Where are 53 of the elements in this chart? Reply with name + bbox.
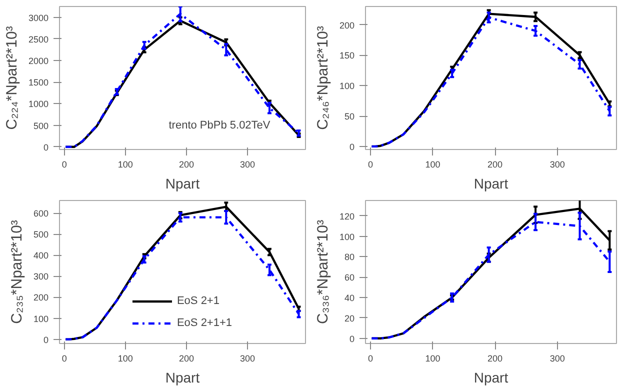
y-tick-label: 100	[339, 81, 355, 92]
x-axis-title: Npart	[165, 176, 200, 192]
y-axis-title: C₂₂₄*Npart²*10³	[3, 26, 20, 130]
y-tick-label: 300	[33, 272, 49, 282]
x-tick-label: 300	[240, 354, 256, 364]
y-axis-title: C₂₄₆*Npart²*10³	[314, 26, 332, 130]
x-tick-label: 200	[178, 354, 194, 364]
x-tick-label: 200	[178, 160, 194, 170]
y-tick-label: 150	[339, 50, 355, 61]
x-tick-label: 100	[425, 354, 440, 364]
x-tick-label: 100	[118, 160, 133, 170]
y-tick-label: 100	[33, 314, 49, 324]
y-tick-label: 3000	[28, 12, 49, 23]
y-tick-label: 120	[339, 211, 355, 222]
y-tick-label: 40	[344, 293, 355, 304]
y-tick-label: 400	[33, 250, 49, 261]
x-axis-title: Npart	[165, 370, 200, 386]
x-tick-label: 100	[425, 160, 440, 170]
x-tick-label: 200	[488, 160, 503, 170]
y-tick-label: 1000	[28, 99, 49, 110]
y-tick-label: 500	[33, 120, 49, 131]
y-tick-label: 2500	[28, 34, 49, 44]
y-tick-label: 0	[43, 334, 49, 345]
x-tick-label: 200	[488, 354, 503, 364]
legend-label: EoS 2+1+1	[176, 317, 232, 329]
x-tick-label: 0	[62, 354, 67, 364]
y-tick-label: 50	[344, 112, 355, 122]
x-axis-title: Npart	[474, 176, 508, 192]
y-tick-label: 200	[33, 292, 49, 303]
legend-label: EoS 2+1	[176, 295, 220, 307]
x-tick-label: 100	[118, 354, 133, 364]
y-tick-label: 0	[349, 334, 355, 344]
y-tick-label: 1500	[28, 78, 49, 88]
y-axis-title: C₂₃₅*Npart²*10³	[8, 220, 26, 324]
y-tick-label: 100	[339, 232, 355, 242]
x-tick-label: 300	[550, 160, 565, 170]
y-tick-label: 600	[33, 208, 49, 219]
y-tick-label: 0	[349, 142, 355, 152]
y-tick-label: 80	[344, 252, 355, 262]
x-axis-title: Npart	[474, 370, 508, 386]
x-tick-label: 300	[240, 160, 256, 170]
annotation: trento PbPb 5.02TeV	[168, 120, 271, 132]
y-tick-label: 0	[43, 142, 49, 152]
y-tick-label: 20	[344, 313, 355, 324]
y-tick-label: 200	[339, 20, 355, 30]
x-tick-label: 0	[62, 160, 67, 170]
y-tick-label: 500	[33, 230, 49, 240]
y-tick-label: 60	[344, 272, 355, 283]
x-tick-label: 0	[368, 160, 373, 170]
x-tick-label: 0	[368, 354, 373, 364]
y-tick-label: 2000	[28, 56, 49, 66]
x-tick-label: 300	[550, 354, 565, 364]
y-axis-title: C₃₃₆*Npart²*10³	[314, 220, 332, 324]
